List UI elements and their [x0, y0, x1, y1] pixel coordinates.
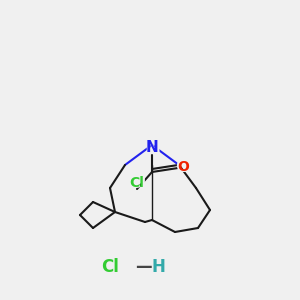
Text: N: N — [146, 140, 158, 155]
Text: O: O — [176, 158, 190, 176]
Text: Cl: Cl — [127, 174, 147, 192]
Text: Cl: Cl — [130, 176, 144, 190]
Text: Cl: Cl — [101, 258, 119, 276]
Text: —: — — [135, 258, 151, 276]
Text: H: H — [151, 258, 165, 276]
Text: O: O — [177, 160, 189, 174]
Text: N: N — [144, 139, 160, 158]
